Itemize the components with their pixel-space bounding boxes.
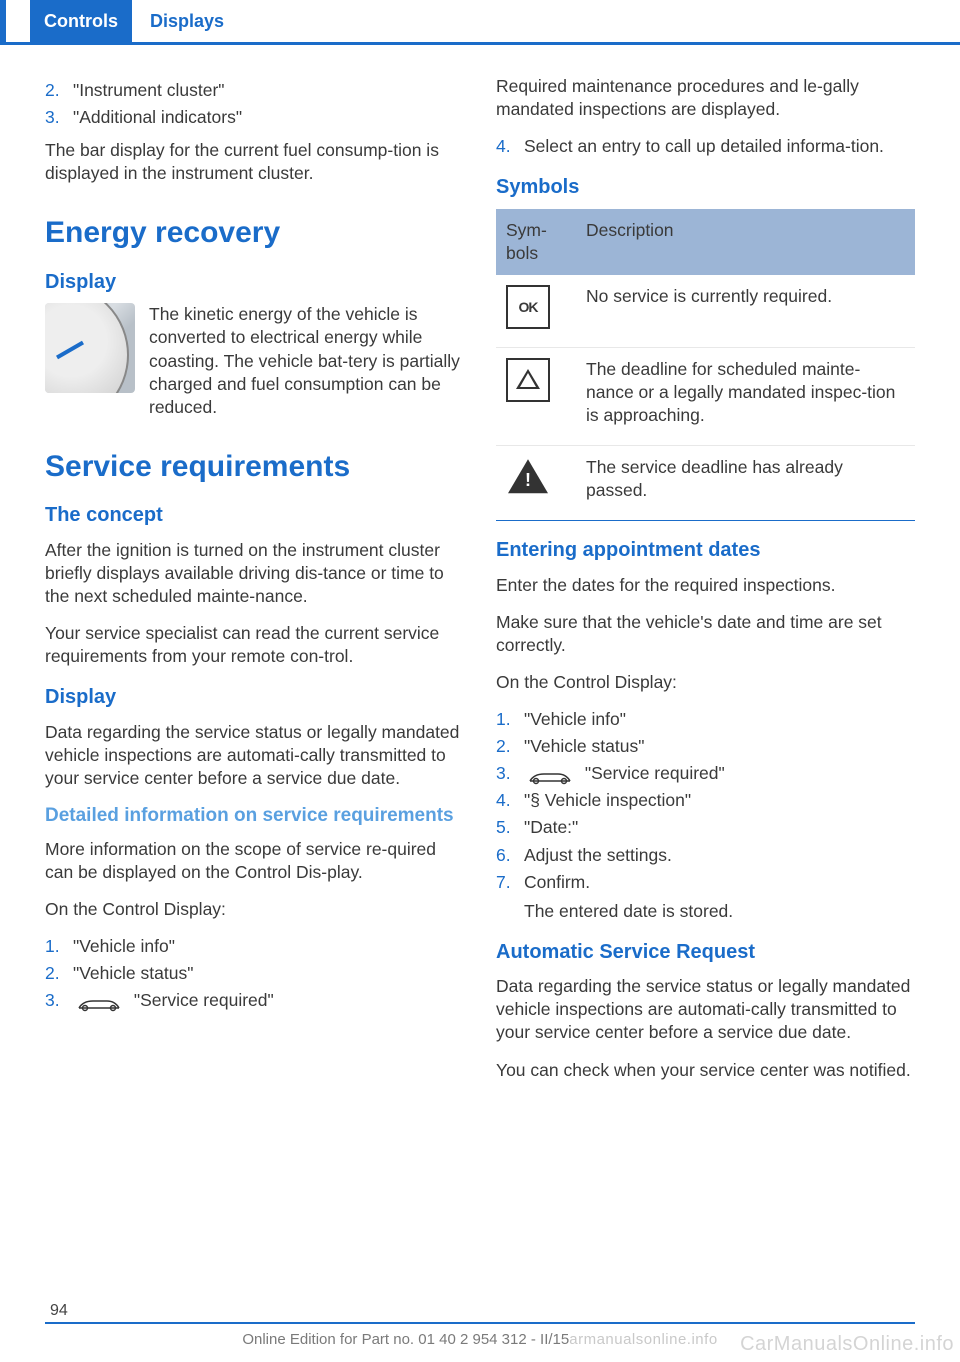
- tab-displays: Displays: [150, 11, 224, 32]
- list-number: 2.: [496, 735, 524, 758]
- list-item: 1. "Vehicle info": [496, 708, 915, 731]
- header-stripe: [0, 0, 6, 45]
- th-description: Description: [576, 209, 915, 275]
- list-item: 5. "Date:": [496, 816, 915, 839]
- list-item: 6. Adjust the settings.: [496, 844, 915, 867]
- list-number: 3.: [496, 762, 524, 785]
- list-item: 2. "Instrument cluster": [45, 79, 464, 102]
- symbols-table: Sym‐bols Description OK No service is cu…: [496, 209, 915, 522]
- paragraph: Make sure that the vehicle's date and ti…: [496, 611, 915, 657]
- list-item: 2. "Vehicle status": [45, 962, 464, 985]
- watermark: CarManualsOnline.info: [740, 1333, 954, 1356]
- list-text: Confirm.: [524, 871, 590, 894]
- list-number: 1.: [496, 708, 524, 731]
- list-item: 3. "Additional indicators": [45, 106, 464, 129]
- paragraph: Enter the dates for the required inspect…: [496, 574, 915, 597]
- heading-entering-dates: Entering appointment dates: [496, 537, 915, 563]
- heading-detailed-info: Detailed information on service requirem…: [45, 804, 464, 828]
- list-text: "Service required": [524, 762, 725, 785]
- list-text: Adjust the settings.: [524, 844, 672, 867]
- right-column: Required maintenance procedures and le‐g…: [496, 75, 915, 1096]
- symbol-cell: OK: [496, 275, 576, 348]
- header: Controls Displays: [0, 0, 960, 45]
- list-text: "Vehicle status": [73, 962, 193, 985]
- table-row: The deadline for scheduled mainte‐nance …: [496, 347, 915, 445]
- table-row: The service deadline has already passed.: [496, 446, 915, 521]
- list-text-inner: "Service required": [134, 990, 274, 1010]
- heading-display: Display: [45, 269, 464, 295]
- symbol-cell: [496, 347, 576, 445]
- list-item: 4. "§ Vehicle inspection": [496, 789, 915, 812]
- paragraph: Your service specialist can read the cur…: [45, 622, 464, 668]
- list-number: 2.: [45, 962, 73, 985]
- paragraph: You can check when your service center w…: [496, 1059, 915, 1082]
- list-text: "Service required": [73, 989, 274, 1012]
- paragraph: More information on the scope of service…: [45, 838, 464, 884]
- list-text: "Vehicle info": [524, 708, 626, 731]
- heading-energy-recovery: Energy recovery: [45, 213, 464, 253]
- list-item: 3. "Service required": [496, 762, 915, 785]
- car-icon: [75, 995, 123, 1009]
- desc-cell: The deadline for scheduled mainte‐nance …: [576, 347, 915, 445]
- desc-cell: The service deadline has already passed.: [576, 446, 915, 521]
- paragraph: On the Control Display:: [45, 898, 464, 921]
- sub-paragraph: The entered date is stored.: [496, 900, 915, 923]
- list-item: 7. Confirm.: [496, 871, 915, 894]
- paragraph: Data regarding the service status or leg…: [45, 721, 464, 790]
- list-number: 1.: [45, 935, 73, 958]
- list-text: "Vehicle info": [73, 935, 175, 958]
- list-item: 4. Select an entry to call up detailed i…: [496, 135, 915, 158]
- heading-symbols: Symbols: [496, 174, 915, 200]
- list-text: Select an entry to call up detailed info…: [524, 135, 884, 158]
- heading-service-requirements: Service requirements: [45, 447, 464, 487]
- page-number: 94: [50, 1302, 68, 1320]
- list-item: 1. "Vehicle info": [45, 935, 464, 958]
- left-column: 2. "Instrument cluster" 3. "Additional i…: [45, 75, 464, 1096]
- heading-display: Display: [45, 684, 464, 710]
- list-text: "Date:": [524, 816, 578, 839]
- content-columns: 2. "Instrument cluster" 3. "Additional i…: [0, 45, 960, 1096]
- heading-the-concept: The concept: [45, 502, 464, 528]
- list-text: "Instrument cluster": [73, 79, 225, 102]
- ok-icon: OK: [506, 285, 550, 329]
- table-row: OK No service is currently required.: [496, 275, 915, 348]
- gauge-icon: [45, 303, 135, 393]
- list-number: 3.: [45, 106, 73, 129]
- gauge-text: The kinetic energy of the vehicle is con…: [149, 303, 464, 418]
- list-number: 7.: [496, 871, 524, 894]
- list-number: 4.: [496, 135, 524, 158]
- footer-watermark-suffix: armanualsonline.info: [569, 1331, 717, 1348]
- paragraph: Required maintenance procedures and le‐g…: [496, 75, 915, 121]
- paragraph: On the Control Display:: [496, 671, 915, 694]
- list-item: 3. "Service required": [45, 989, 464, 1012]
- table-header-row: Sym‐bols Description: [496, 209, 915, 275]
- list-number: 5.: [496, 816, 524, 839]
- list-number: 3.: [45, 989, 73, 1012]
- car-icon: [526, 768, 574, 782]
- tab-controls: Controls: [30, 0, 132, 44]
- footer-divider: [45, 1322, 915, 1324]
- list-text-inner: "Service required": [585, 763, 725, 783]
- heading-auto-service-request: Automatic Service Request: [496, 939, 915, 965]
- paragraph: The bar display for the current fuel con…: [45, 139, 464, 185]
- list-number: 2.: [45, 79, 73, 102]
- paragraph: Data regarding the service status or leg…: [496, 975, 915, 1044]
- list-number: 4.: [496, 789, 524, 812]
- triangle-filled-icon: [506, 456, 550, 500]
- gauge-row: The kinetic energy of the vehicle is con…: [45, 303, 464, 418]
- footer-edition: Online Edition for Part no. 01 40 2 954 …: [242, 1331, 569, 1348]
- list-text: "Additional indicators": [73, 106, 242, 129]
- list-number: 6.: [496, 844, 524, 867]
- paragraph: After the ignition is turned on the inst…: [45, 539, 464, 608]
- desc-cell: No service is currently required.: [576, 275, 915, 348]
- list-text: "§ Vehicle inspection": [524, 789, 691, 812]
- list-text: "Vehicle status": [524, 735, 644, 758]
- triangle-outline-icon: [506, 358, 550, 402]
- list-item: 2. "Vehicle status": [496, 735, 915, 758]
- th-symbols: Sym‐bols: [496, 209, 576, 275]
- symbol-cell: [496, 446, 576, 521]
